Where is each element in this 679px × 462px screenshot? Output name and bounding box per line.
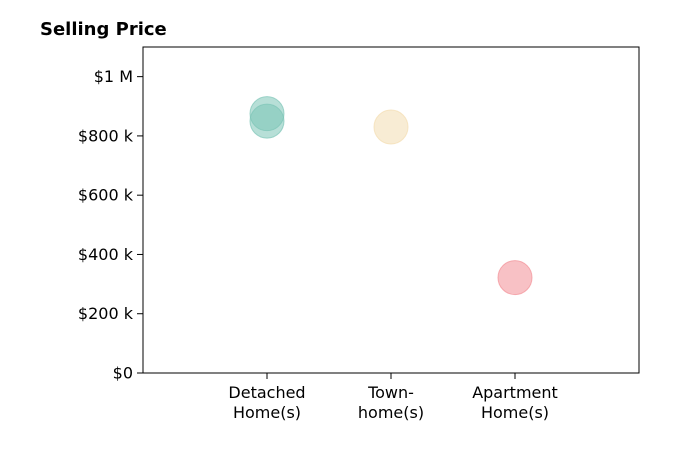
x-tick-label-line: Detached (228, 383, 305, 402)
x-tick-label-line: Home(s) (481, 403, 549, 422)
x-tick-label: Town-home(s) (358, 383, 424, 422)
y-axis: $0 $200 k $400 k $600 k $800 k $1 M (78, 67, 143, 383)
y-tick-label: $800 k (78, 126, 134, 145)
data-points (249, 96, 533, 296)
y-tick-label: $0 (113, 364, 133, 383)
plot-frame (142, 46, 640, 374)
x-axis: Detached Home(s)Town-home(s)Apartment Home… (228, 373, 558, 422)
x-tick-label: Apartment Home(s) (472, 383, 558, 422)
x-tick-label-line: Town- (367, 383, 414, 402)
plot-area (142, 46, 640, 374)
x-tick-label-line: Apartment (472, 383, 558, 402)
x-tick-label: Detached Home(s) (228, 383, 305, 422)
data-point (497, 260, 533, 296)
y-tick-label: $1 M (94, 67, 133, 86)
x-tick-label-line: home(s) (358, 403, 424, 422)
data-point (249, 103, 285, 139)
x-tick-label-line: Home(s) (233, 403, 301, 422)
y-tick-label: $600 k (78, 186, 134, 205)
data-point (373, 109, 409, 145)
y-tick-label: $200 k (78, 304, 134, 323)
chart-title: Selling Price (40, 19, 167, 40)
y-tick-label: $400 k (78, 245, 134, 264)
